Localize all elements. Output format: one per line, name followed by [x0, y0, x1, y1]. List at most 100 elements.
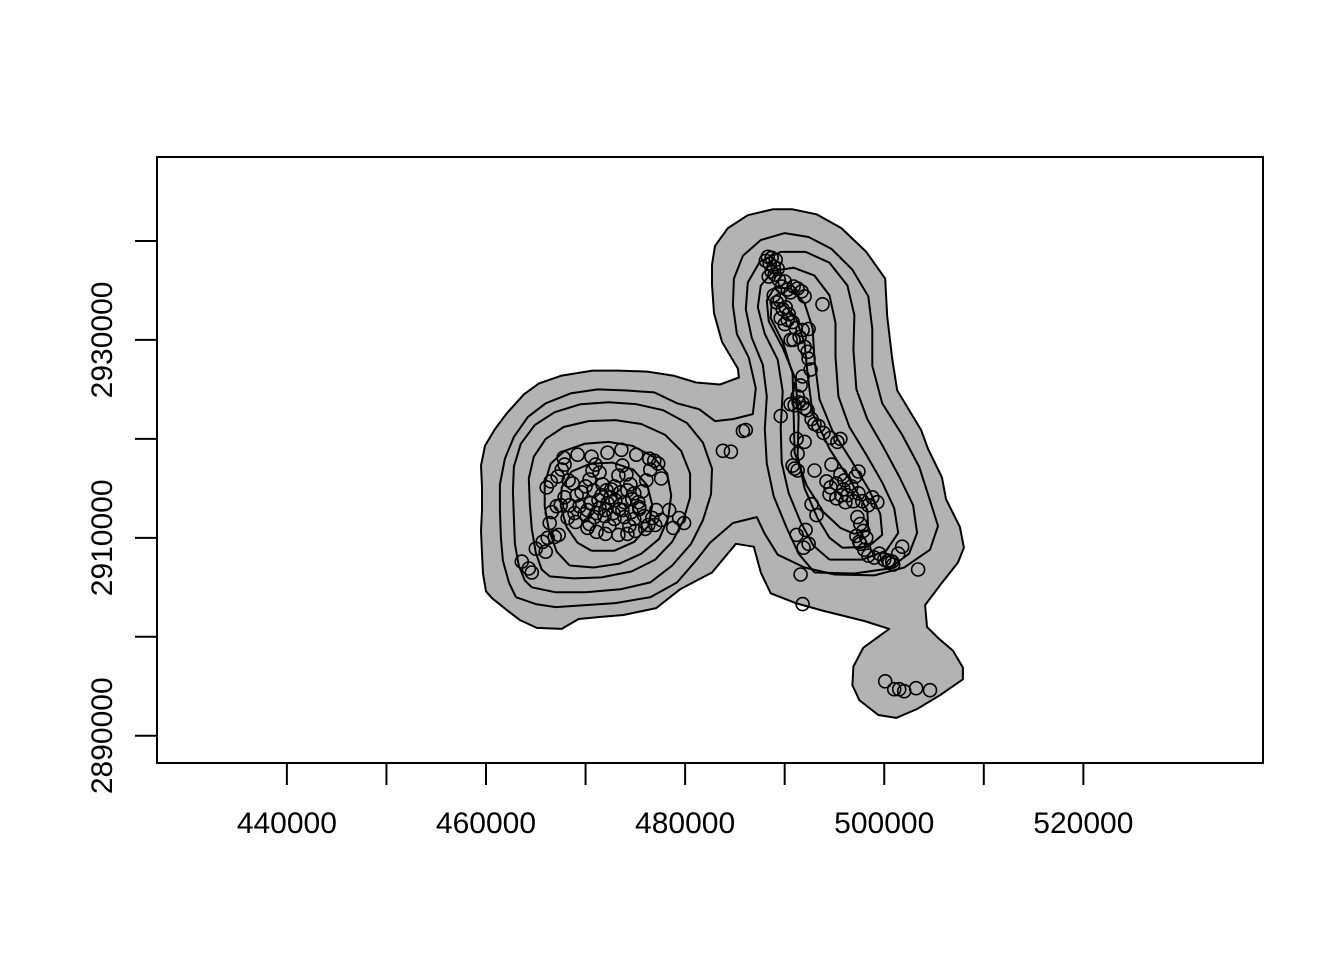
- contour-line: [756, 266, 900, 561]
- data-point: [866, 550, 882, 565]
- data-point: [797, 400, 812, 416]
- data-point: [580, 502, 595, 518]
- data-point: [884, 554, 900, 569]
- data-point: [846, 493, 861, 509]
- data-point: [801, 351, 816, 367]
- data-point: [869, 494, 885, 510]
- data-point: [641, 451, 657, 467]
- data-point: [661, 502, 677, 518]
- data-point: [790, 463, 805, 478]
- data-point: [627, 523, 643, 539]
- data-point: [723, 444, 739, 460]
- data-point: [796, 540, 811, 556]
- y-tick-label: 2930000: [86, 282, 119, 399]
- x-tick-label: 520000: [1033, 807, 1133, 840]
- data-point: [793, 378, 808, 393]
- data-point: [815, 296, 830, 312]
- data-point: [801, 536, 816, 552]
- data-point: [777, 274, 793, 289]
- data-point: [557, 489, 572, 505]
- data-point: [786, 332, 801, 348]
- data-point: [922, 682, 938, 698]
- x-tick-label: 440000: [237, 807, 337, 840]
- data-point: [560, 510, 575, 526]
- data-point: [631, 499, 647, 515]
- data-point: [797, 289, 812, 304]
- data-point: [795, 322, 810, 338]
- data-point: [589, 505, 604, 521]
- data-point: [637, 521, 653, 537]
- data-point: [793, 567, 808, 582]
- data-point: [910, 562, 926, 577]
- data-point: [600, 445, 615, 461]
- data-point: [535, 534, 551, 550]
- data-point: [615, 458, 630, 473]
- data-point: [830, 434, 845, 450]
- contour-line: [498, 232, 939, 609]
- data-point: [809, 507, 824, 523]
- data-point: [620, 482, 635, 498]
- data-point: [553, 497, 569, 513]
- data-point: [834, 487, 849, 503]
- data-point: [614, 442, 629, 458]
- data-point: [611, 468, 626, 483]
- data-point: [665, 520, 681, 536]
- data-point: [767, 267, 783, 282]
- data-point: [864, 489, 880, 505]
- data-point: [797, 434, 812, 450]
- data-point: [790, 388, 805, 404]
- data-point: [644, 510, 660, 526]
- data-point: [556, 450, 571, 466]
- data-point: [877, 673, 893, 689]
- data-point: [620, 526, 635, 542]
- data-point: [860, 497, 876, 513]
- contour-line: [511, 401, 713, 594]
- data-point: [822, 486, 837, 502]
- data-point: [894, 539, 910, 555]
- data-point: [615, 502, 630, 518]
- data-point: [551, 527, 567, 543]
- data-point: [524, 565, 540, 580]
- data-point: [789, 431, 804, 447]
- x-tick-label: 480000: [635, 807, 735, 840]
- data-point: [738, 422, 754, 438]
- data-point: [851, 485, 866, 501]
- data-point: [781, 306, 797, 322]
- contour-line: [744, 250, 919, 575]
- data-point: [795, 369, 810, 384]
- data-point: [613, 484, 628, 500]
- data-point: [584, 449, 599, 465]
- data-point: [789, 527, 804, 543]
- data-point: [604, 482, 619, 497]
- data-point: [790, 446, 805, 462]
- data-point: [598, 502, 613, 518]
- data-point: [807, 463, 822, 478]
- data-point: [800, 344, 815, 360]
- data-point: [886, 681, 902, 697]
- data-point: [785, 458, 800, 473]
- data-point: [787, 397, 802, 413]
- data-point: [586, 482, 601, 498]
- data-point: [833, 431, 848, 447]
- data-point: [787, 461, 802, 476]
- data-point: [628, 447, 644, 463]
- data-point: [823, 430, 838, 446]
- data-point: [850, 509, 865, 525]
- contour-line: [543, 440, 673, 569]
- data-point: [824, 457, 839, 472]
- data-point: [561, 473, 576, 488]
- data-point: [851, 534, 867, 550]
- data-point: [624, 504, 639, 520]
- data-point: [588, 457, 603, 472]
- data-point: [619, 467, 634, 482]
- data-point: [606, 505, 621, 521]
- data-point: [577, 506, 592, 522]
- data-point: [653, 471, 669, 486]
- x-axis: 440000 460000 480000 500000 520000: [237, 762, 1133, 840]
- data-point: [653, 512, 669, 528]
- data-point: [801, 321, 816, 337]
- data-point: [538, 544, 554, 560]
- contour-line: [527, 419, 692, 580]
- data-point: [650, 456, 666, 471]
